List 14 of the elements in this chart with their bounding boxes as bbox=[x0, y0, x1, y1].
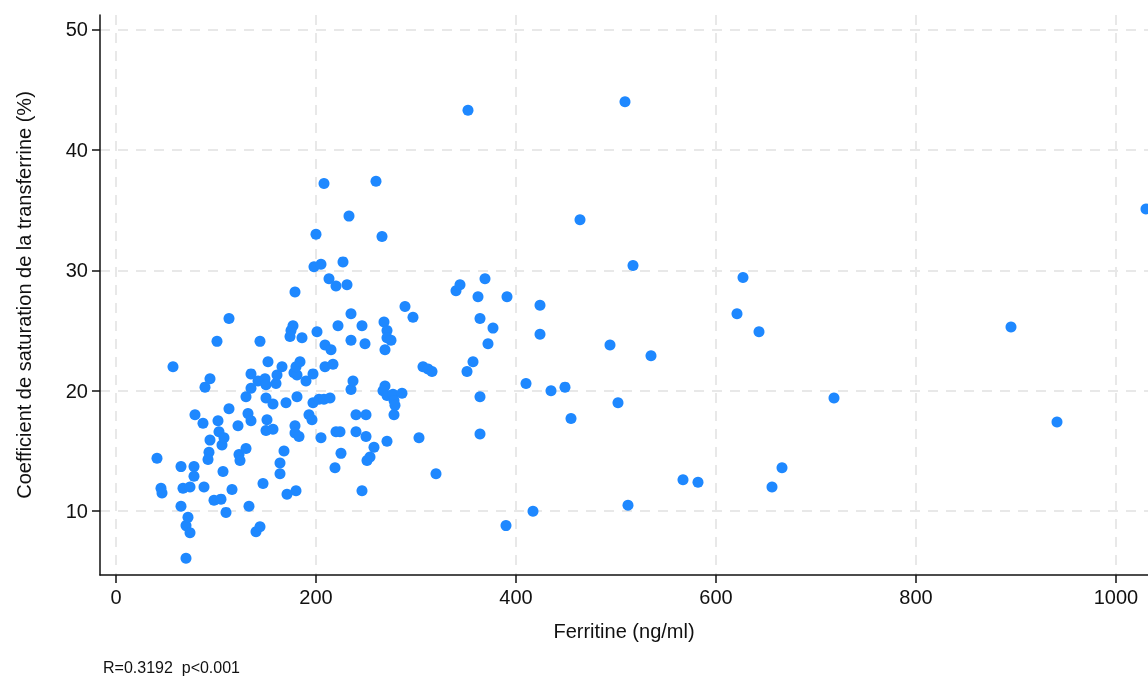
x-tick-label: 200 bbox=[299, 586, 333, 608]
x-tick-label: 400 bbox=[499, 586, 533, 608]
x-tick-label: 0 bbox=[110, 586, 122, 608]
x-tick-label: 800 bbox=[899, 586, 933, 608]
x-axis-title: Ferritine (ng/ml) bbox=[553, 620, 695, 642]
y-tick-label: 40 bbox=[65, 138, 88, 161]
x-tick-label: 600 bbox=[699, 586, 733, 608]
y-axis-title: Coefficient de saturation de la transferrine (%) bbox=[13, 91, 35, 499]
y-tick-label: 30 bbox=[65, 259, 88, 282]
y-tick-label: 20 bbox=[65, 379, 88, 402]
y-tick-label: 50 bbox=[65, 18, 88, 41]
x-tick-label: 1000 bbox=[1093, 586, 1139, 608]
text: R=0.3192 p<0.001 bbox=[103, 658, 241, 676]
y-tick-label: 10 bbox=[65, 500, 88, 523]
